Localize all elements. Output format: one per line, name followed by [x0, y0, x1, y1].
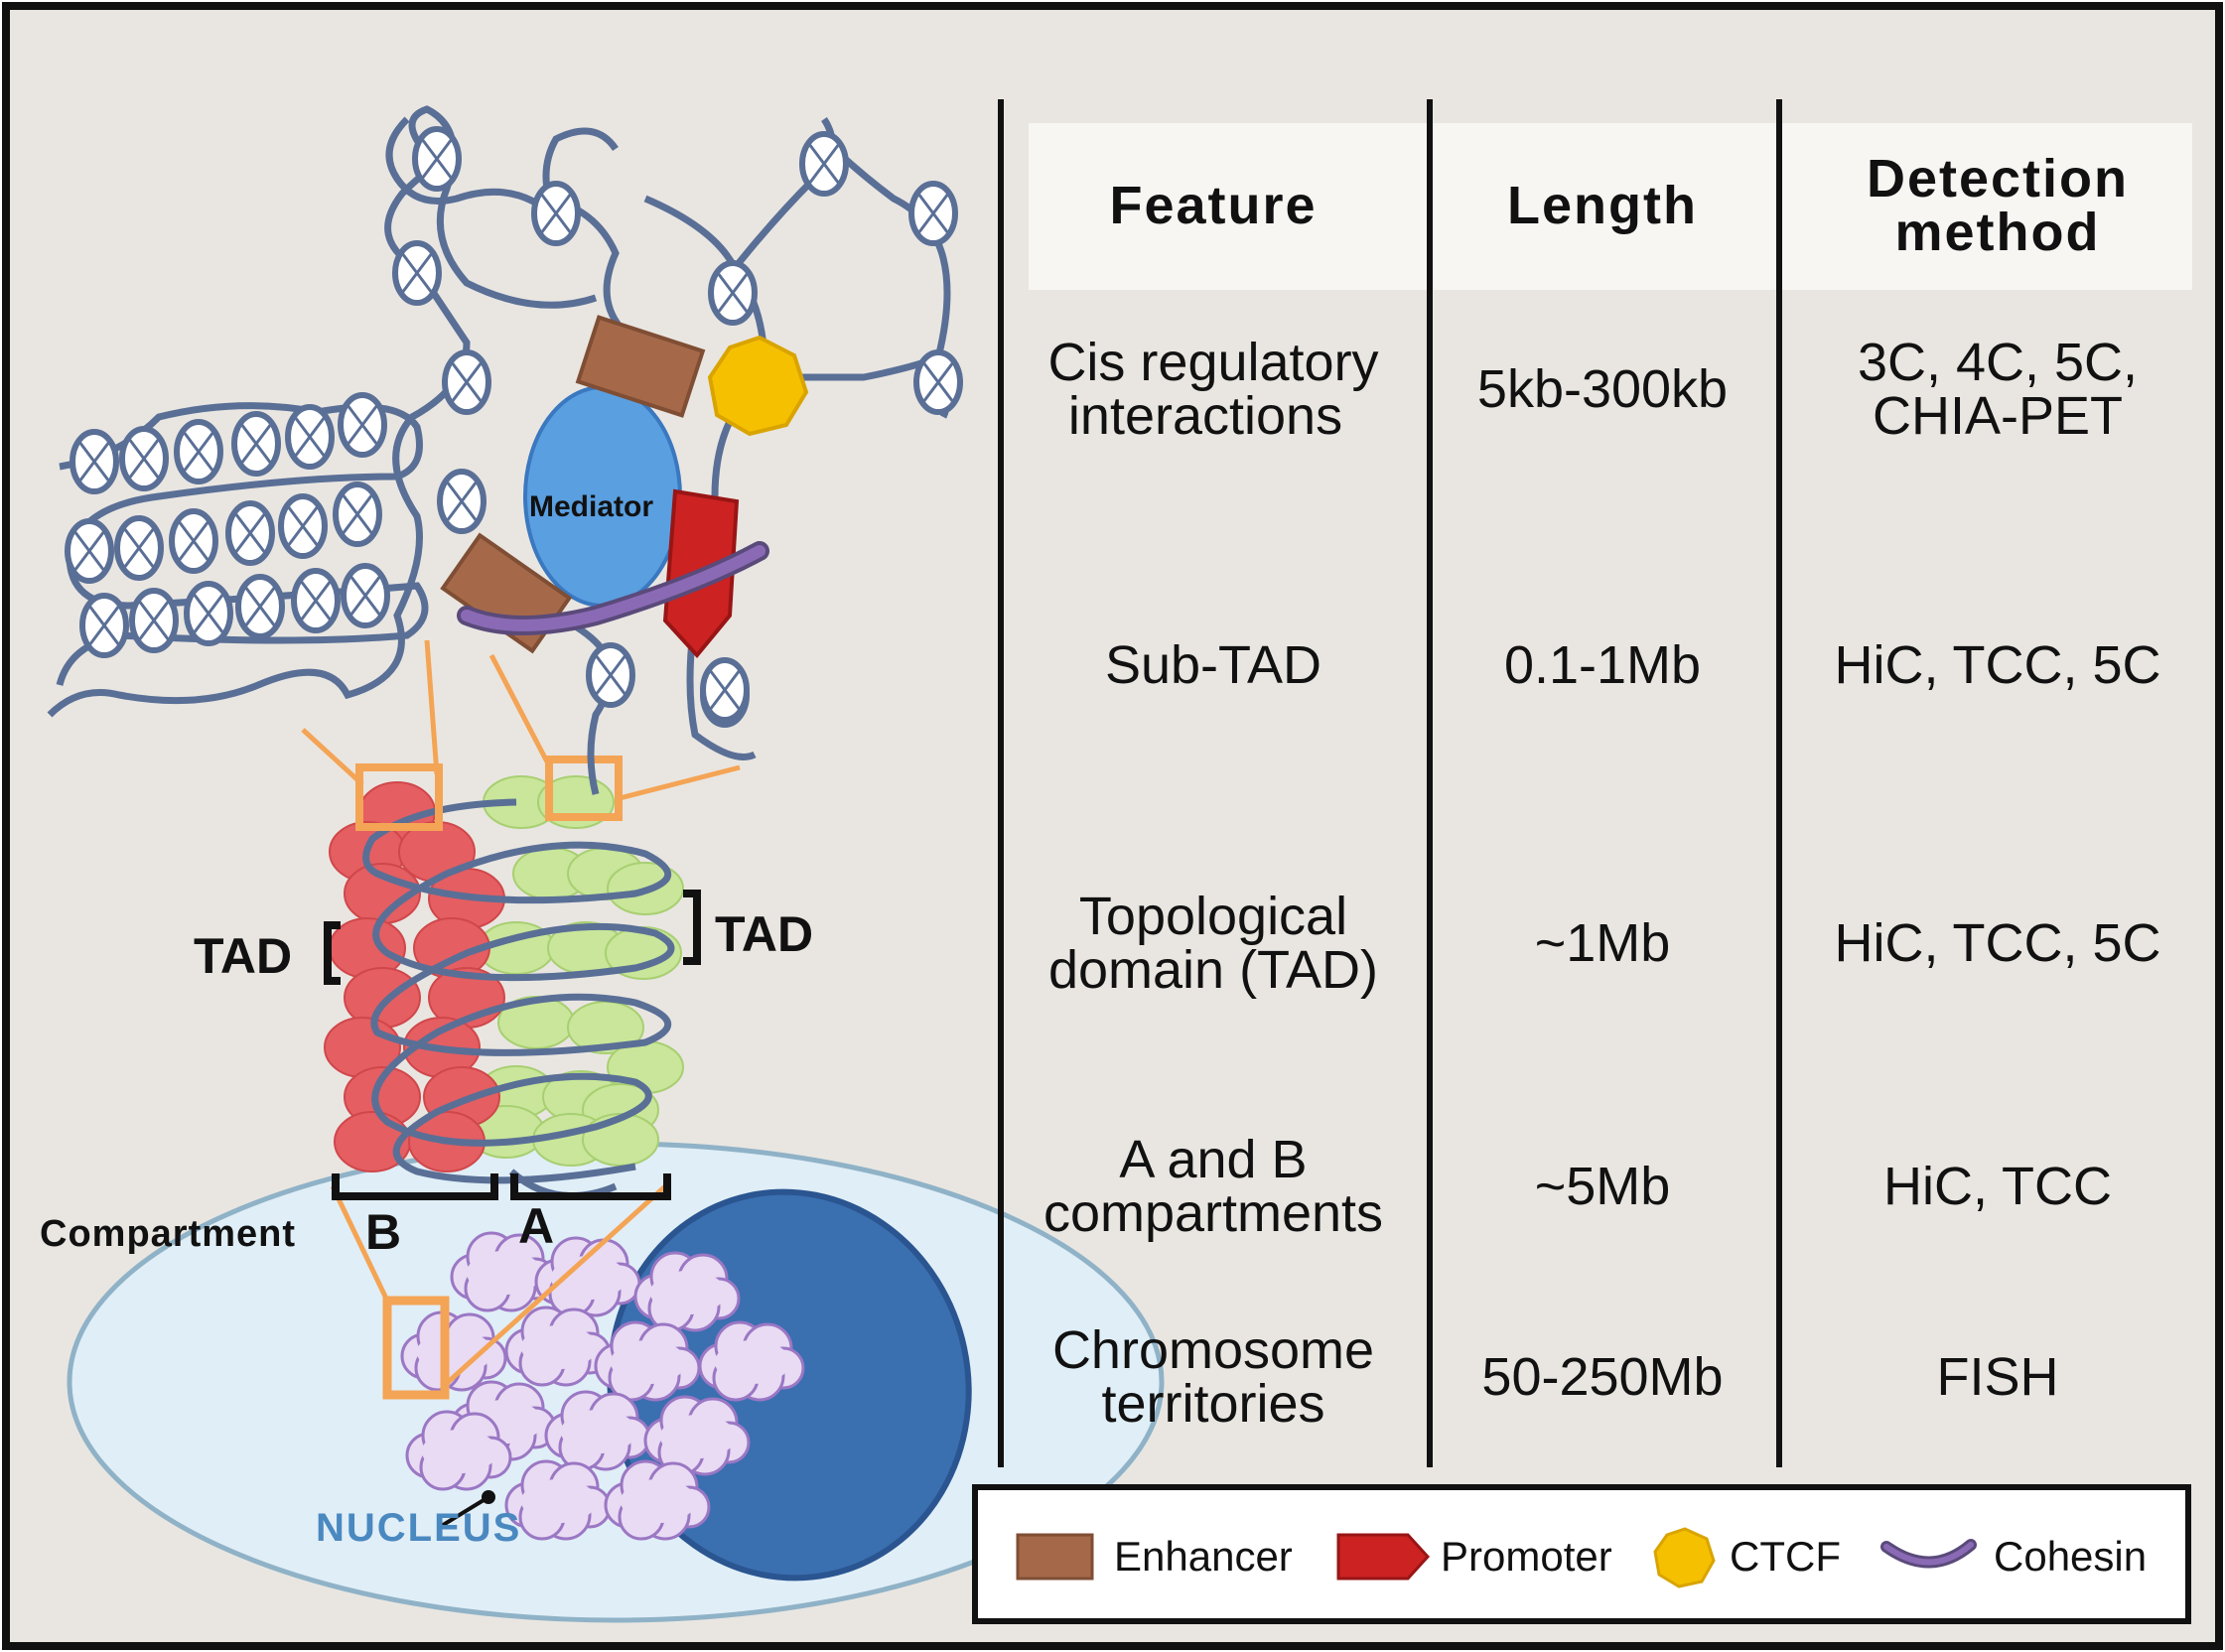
chromatin-fiber: Mediator	[47, 105, 960, 795]
legend-label-ctcf: CTCF	[1730, 1533, 1841, 1580]
zoom-lines	[301, 639, 741, 1387]
chromatin-diagram: NUCLEUS	[40, 105, 1165, 1623]
enhancer-icon	[1016, 1533, 1094, 1581]
legend-item-promoter: Promoter	[1336, 1533, 1612, 1581]
row5-feature-line2: territories	[1101, 1374, 1324, 1434]
table-row: Chromosome territories 50-250Mb FISH	[1052, 1320, 2059, 1434]
table-row: Cis regulatory interactions 5kb-300kb 3C…	[1047, 333, 2138, 446]
row3-feature-line2: domain (TAD)	[1048, 940, 1378, 1000]
row1-method-line2: CHIA-PET	[1873, 386, 2123, 446]
nucleus: NUCLEUS	[67, 1141, 1165, 1623]
compartment-brackets	[332, 1173, 671, 1200]
row5-feature-line1: Chromosome	[1052, 1320, 1374, 1380]
row5-length: 50-250Mb	[1481, 1347, 1723, 1407]
header-feature: Feature	[1109, 176, 1317, 235]
legend-label-cohesin: Cohesin	[1994, 1533, 2147, 1580]
row4-length: ~5Mb	[1535, 1157, 1671, 1216]
tad-brackets	[324, 890, 701, 985]
row1-method-line1: 3C, 4C, 5C,	[1858, 333, 2138, 392]
legend: Enhancer Promoter CTCF Cohesin	[972, 1484, 2191, 1624]
header-detection-line1: Detection	[1867, 149, 2129, 208]
row5-method: FISH	[1936, 1347, 2058, 1407]
legend-item-enhancer: Enhancer	[1016, 1533, 1293, 1581]
table-row: A and B compartments ~5Mb HiC, TCC	[1043, 1130, 2112, 1243]
row3-length: ~1Mb	[1535, 913, 1671, 973]
row3-feature-line1: Topological	[1079, 887, 1347, 946]
tad-zoom-box-right	[545, 756, 623, 821]
legend-box	[972, 1484, 2191, 1624]
row1-feature-line2: interactions	[1068, 386, 1342, 446]
table-row: Sub-TAD 0.1-1Mb HiC, TCC, 5C	[1105, 635, 2161, 695]
tad-zoom-box-left	[355, 763, 443, 831]
compartment-label: Compartment	[40, 1213, 296, 1255]
compartment-a-label: A	[518, 1198, 554, 1254]
table-header-background	[1029, 123, 2192, 290]
row1-length: 5kb-300kb	[1477, 359, 1728, 419]
tad-label-right: TAD	[715, 906, 813, 962]
row1-feature-line1: Cis regulatory	[1047, 333, 1378, 392]
ctcf-icon	[1653, 1527, 1716, 1588]
tad-label-left: TAD	[194, 928, 292, 984]
mediator-label: Mediator	[529, 490, 653, 523]
promoter-icon	[1336, 1533, 1431, 1581]
tad-coil	[362, 798, 675, 1184]
header-detection-line2: method	[1895, 203, 2101, 262]
header-length: Length	[1507, 176, 1698, 235]
legend-label-promoter: Promoter	[1441, 1533, 1612, 1580]
table-column-dividers	[998, 99, 1782, 1467]
nucleus-zoom-box	[382, 1296, 450, 1400]
row2-length: 0.1-1Mb	[1504, 635, 1701, 695]
table-row: Topological domain (TAD) ~1Mb HiC, TCC, …	[1048, 887, 2161, 1000]
row2-feature: Sub-TAD	[1105, 635, 1321, 695]
row2-method: HiC, TCC, 5C	[1834, 635, 2160, 695]
legend-item-cohesin: Cohesin	[1880, 1533, 2147, 1580]
enhancer-shape-top	[575, 315, 706, 418]
row3-method: HiC, TCC, 5C	[1834, 913, 2160, 973]
legend-item-ctcf: CTCF	[1653, 1527, 1841, 1588]
row4-method: HiC, TCC	[1883, 1157, 2112, 1216]
row4-feature-line1: A and B	[1119, 1130, 1307, 1189]
nucleus-pointer-line	[438, 1495, 490, 1529]
ctcf-shape	[707, 335, 809, 437]
nucleus-label: NUCLEUS	[316, 1506, 521, 1550]
legend-label-enhancer: Enhancer	[1114, 1533, 1293, 1580]
feature-table: Feature Length Detection method Cis regu…	[998, 99, 2192, 1467]
row4-feature-line2: compartments	[1043, 1183, 1383, 1243]
compartment-b-label: B	[365, 1204, 401, 1260]
